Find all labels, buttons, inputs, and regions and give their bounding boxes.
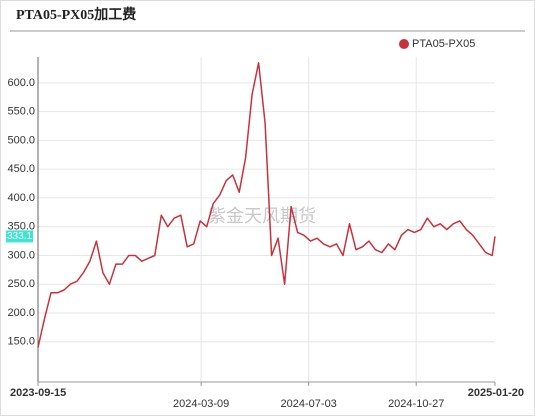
legend-label: PTA05-PX05	[412, 38, 475, 50]
x-tick-label: 2024-03-09	[173, 398, 229, 410]
y-tick-label: 300.0	[7, 249, 35, 261]
y-tick-label: 200.0	[7, 307, 35, 319]
y-tick-label: 350.0	[7, 221, 35, 233]
y-tick-label: 550.0	[7, 106, 35, 118]
y-tick-label: 450.0	[7, 163, 35, 175]
x-tick-label: 2024-10-27	[388, 398, 444, 410]
watermark: 紫金天风期货	[208, 206, 316, 226]
legend-marker	[399, 39, 409, 49]
y-tick-label: 250.0	[7, 278, 35, 290]
y-tick-label: 500.0	[7, 134, 35, 146]
chart-title: PTA05-PX05加工费	[16, 6, 136, 23]
x-tick-label: 2023-09-15	[10, 387, 66, 399]
series-line	[37, 62, 496, 348]
y-tick-label: 400.0	[7, 192, 35, 204]
y-tick-label: 150.0	[7, 336, 35, 348]
x-tick-label: 2024-07-03	[281, 398, 337, 410]
last-value-label: 333.1	[7, 231, 32, 242]
y-tick-label: 600.0	[7, 77, 35, 89]
x-tick-label: 2025-01-20	[468, 387, 524, 399]
last-value-box	[6, 230, 33, 243]
